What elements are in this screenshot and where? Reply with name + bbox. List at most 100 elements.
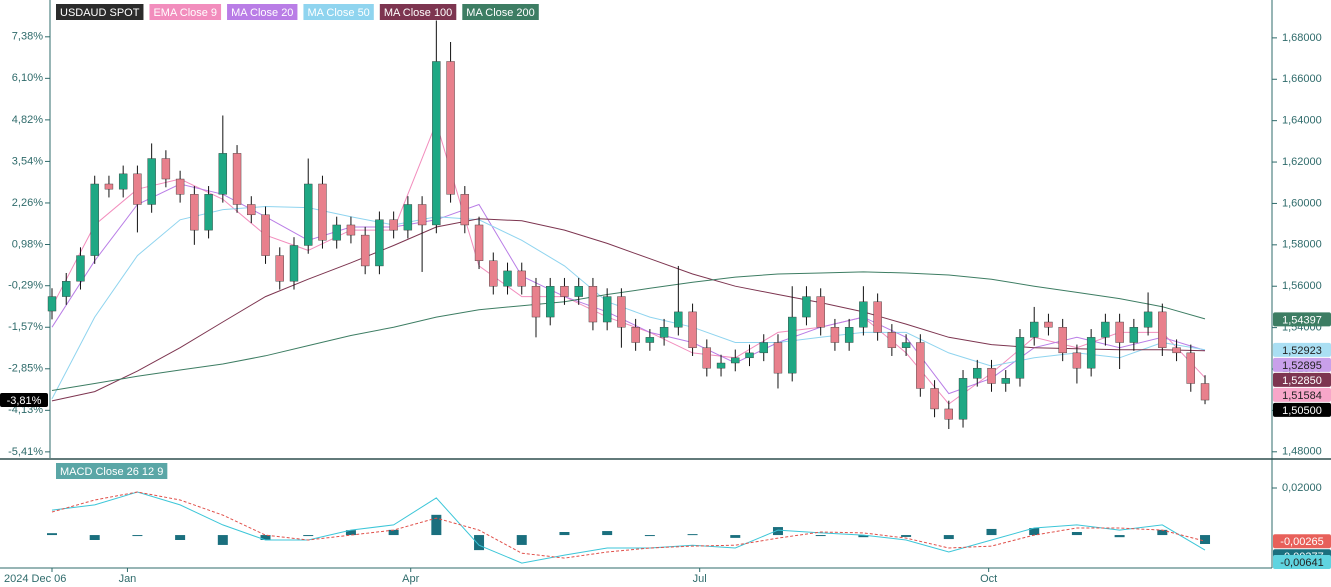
candle-body [261, 214, 270, 256]
candle-body [531, 286, 541, 318]
y-tick-label: 1,48000 [1282, 446, 1322, 458]
candle-body [702, 347, 712, 369]
legend-label: MA Close 20 [231, 7, 293, 19]
candle-body [588, 286, 598, 323]
price-badge [1273, 312, 1331, 327]
candle-body [930, 388, 939, 410]
macd-histogram-bar [1157, 529, 1168, 536]
candle-body [659, 327, 669, 338]
y2-tick-label: -5,41% [8, 446, 43, 458]
legend-label: MACD Close 26 12 9 [60, 466, 163, 478]
candle-body [873, 301, 882, 333]
moving-average-line [51, 121, 1206, 405]
candle-body [546, 286, 555, 318]
candle-body [389, 219, 398, 231]
candle-body [1143, 311, 1153, 328]
candle-body [62, 281, 71, 297]
legend-label: MA Close 200 [466, 7, 534, 19]
price-badge-label: -0,00265 [1280, 536, 1323, 548]
candle-body [617, 296, 626, 328]
price-badge-label: -0,00641 [1280, 557, 1323, 569]
macd-histogram-bar [516, 535, 527, 545]
candle-body [1001, 378, 1010, 384]
price-badge-label: 1,52923 [1282, 345, 1322, 357]
price-badge [0, 392, 48, 407]
y2-tick-label: 2,26% [12, 197, 43, 209]
macd-histogram-bar [730, 535, 741, 538]
candle-body [218, 153, 228, 195]
candle-body [318, 183, 327, 241]
price-badge [1273, 342, 1331, 357]
macd-histogram-bar [772, 527, 783, 536]
price-badge [1273, 534, 1331, 549]
macd-histogram-bar [175, 535, 186, 540]
legend-box [56, 4, 144, 20]
y2-tick-label: 7,38% [12, 31, 43, 43]
candle-body [1115, 321, 1124, 343]
macd-histogram-bar [431, 514, 442, 536]
x-tick-label: Oct [980, 573, 997, 585]
macd-histogram-bar [132, 535, 143, 537]
candle-body [304, 183, 313, 246]
macd-histogram-bar [815, 535, 826, 537]
macd-histogram-bar [388, 529, 399, 536]
x-tick-label: Apr [402, 573, 419, 585]
candle-body [1086, 337, 1096, 369]
moving-average-line [51, 271, 1206, 391]
candle-body [118, 173, 128, 190]
macd-histogram-bar [1029, 528, 1040, 536]
candle-body [446, 61, 455, 195]
y2-tick-label: 6,10% [12, 72, 43, 84]
candle-body [944, 408, 953, 420]
macd-histogram-bar [602, 531, 613, 536]
candle-body [1172, 347, 1181, 354]
legend-box [56, 463, 168, 479]
price-badge-label: 1,51584 [1282, 390, 1322, 402]
candle-body [403, 204, 413, 231]
candle-body [859, 301, 868, 328]
moving-average-line [51, 205, 1206, 400]
candle-body [1058, 327, 1067, 354]
candle-body [802, 296, 811, 318]
macd-histogram-bar [901, 535, 912, 537]
candle-body [958, 378, 968, 420]
candle-body [645, 337, 655, 343]
price-badge-label: 1,50500 [1282, 405, 1322, 417]
candle-body [1101, 321, 1110, 338]
candle-body [460, 194, 470, 226]
candle-body [417, 204, 427, 226]
price-badge [1273, 402, 1331, 417]
candle-body [204, 194, 213, 231]
candle-body [1015, 337, 1025, 379]
candle-body [773, 342, 783, 374]
macd-histogram-bar [1114, 535, 1125, 538]
candle-body [1072, 352, 1082, 369]
candle-body [76, 255, 85, 282]
candle-body [275, 255, 284, 282]
macd-histogram-bar [858, 535, 869, 538]
macd-histogram-bar [303, 535, 314, 537]
moving-average-line [51, 183, 1206, 395]
macd-line [51, 491, 1206, 564]
y2-tick-label: 4,82% [12, 114, 43, 126]
candle-body [987, 367, 996, 384]
legend-box [149, 4, 222, 20]
macd-histogram-bar [943, 535, 954, 540]
candle-body [973, 367, 982, 379]
x-tick-label: Jan [119, 573, 137, 585]
candle-body [332, 224, 341, 241]
candle-body [1200, 383, 1210, 401]
legend-box [303, 4, 374, 20]
candle-body [901, 342, 911, 348]
legend-label: MA Close 100 [384, 7, 452, 19]
price-badge [1273, 555, 1331, 569]
macd-histogram-bar [1200, 535, 1211, 544]
legend-label: EMA Close 9 [153, 7, 217, 19]
candle-body [289, 245, 299, 282]
legend-box [462, 4, 539, 20]
candle-body [190, 194, 199, 231]
moving-average-line [51, 218, 1206, 402]
y-tick-label: 1,64000 [1282, 115, 1322, 127]
candle-body [602, 296, 612, 323]
